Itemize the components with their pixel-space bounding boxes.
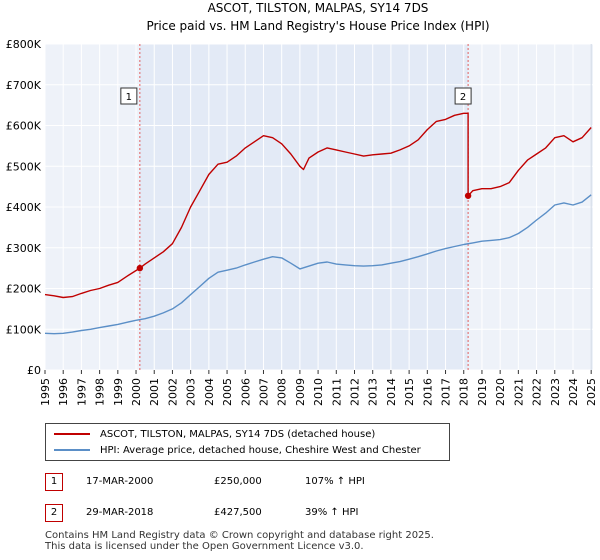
sale-price: £250,000 <box>214 476 262 487</box>
legend-swatch-property <box>54 433 90 435</box>
footer: Contains HM Land Registry data © Crown c… <box>45 530 434 552</box>
sale-point <box>464 192 472 199</box>
x-tick-label: 1996 <box>57 378 70 406</box>
x-tick-label: 2023 <box>549 378 562 406</box>
x-tick-label: 2018 <box>458 378 471 406</box>
x-tick-label: 1998 <box>94 378 107 406</box>
legend-swatch-hpi <box>54 449 90 451</box>
x-tick-label: 2015 <box>403 378 416 406</box>
x-tick-label: 2008 <box>276 378 289 406</box>
x-tick-label: 2006 <box>239 378 252 406</box>
chart-title: ASCOT, TILSTON, MALPAS, SY14 7DS <box>208 1 429 15</box>
x-tick-label: 2002 <box>166 378 179 406</box>
legend-item-hpi: HPI: Average price, detached house, Ches… <box>54 443 421 459</box>
sale-price: £427,500 <box>214 507 262 518</box>
x-tick-label: 1997 <box>75 378 88 406</box>
price-chart: ASCOT, TILSTON, MALPAS, SY14 7DS Price p… <box>6 1 598 406</box>
y-tick-label: £0 <box>27 364 41 377</box>
x-tick-label: 1999 <box>112 378 125 406</box>
y-tick-label: £400K <box>6 201 42 214</box>
y-tick-label: £600K <box>6 120 42 133</box>
x-tick-label: 2011 <box>330 378 343 406</box>
sale-date: 17-MAR-2000 <box>86 476 154 487</box>
y-tick-label: £100K <box>6 323 42 336</box>
hpi-line <box>44 194 592 335</box>
sale-date: 29-MAR-2018 <box>86 507 154 518</box>
sale-hpi-change: 39% ↑ HPI <box>305 507 359 518</box>
x-tick-label: 1995 <box>39 378 52 406</box>
x-tick-label: 2024 <box>567 378 580 406</box>
x-tick-label: 2005 <box>221 378 234 406</box>
x-tick-label: 2017 <box>440 378 453 406</box>
legend: ASCOT, TILSTON, MALPAS, SY14 7DS (detach… <box>45 423 450 461</box>
legend-label-hpi: HPI: Average price, detached house, Ches… <box>100 445 421 456</box>
x-tick-label: 2021 <box>512 378 525 406</box>
x-tick-label: 2012 <box>349 378 362 406</box>
sale-label-text: 2 <box>460 92 466 103</box>
footer-licence: This data is licensed under the Open Gov… <box>45 541 364 552</box>
sale-marker-label: 1 <box>45 473 63 491</box>
x-tick-label: 2009 <box>294 378 307 406</box>
x-tick-label: 2003 <box>185 378 198 406</box>
footer-copyright: Contains HM Land Registry data © Crown c… <box>45 530 434 541</box>
property-price-line <box>44 112 592 299</box>
x-tick-label: 2013 <box>367 378 380 406</box>
sale-label-box <box>454 87 472 105</box>
sale-label-text: 1 <box>126 92 132 103</box>
sale-marker-label: 2 <box>45 504 63 522</box>
x-tick-label: 2001 <box>148 378 161 406</box>
sale-hpi-change: 107% ↑ HPI <box>305 476 365 487</box>
x-tick-label: 2014 <box>385 378 398 406</box>
y-tick-label: £300K <box>6 242 42 255</box>
x-tick-label: 2004 <box>203 378 216 406</box>
x-tick-label: 2025 <box>585 378 598 406</box>
x-tick-label: 2019 <box>476 378 489 406</box>
y-tick-label: £700K <box>6 79 42 92</box>
y-tick-label: £800K <box>6 38 42 51</box>
legend-item-property: ASCOT, TILSTON, MALPAS, SY14 7DS (detach… <box>54 427 375 443</box>
sale-label-box <box>120 87 138 105</box>
x-tick-label: 2022 <box>531 378 544 406</box>
x-tick-label: 2000 <box>130 378 143 406</box>
x-tick-label: 2020 <box>494 378 507 406</box>
sale-point <box>136 264 144 272</box>
x-tick-label: 2010 <box>312 378 325 406</box>
x-tick-label: 2007 <box>257 378 270 406</box>
x-tick-label: 2016 <box>421 378 434 406</box>
y-tick-label: £200K <box>6 283 42 296</box>
y-tick-label: £500K <box>6 160 42 173</box>
chart-subtitle: Price paid vs. HM Land Registry's House … <box>146 19 489 33</box>
legend-label-property: ASCOT, TILSTON, MALPAS, SY14 7DS (detach… <box>100 429 376 440</box>
